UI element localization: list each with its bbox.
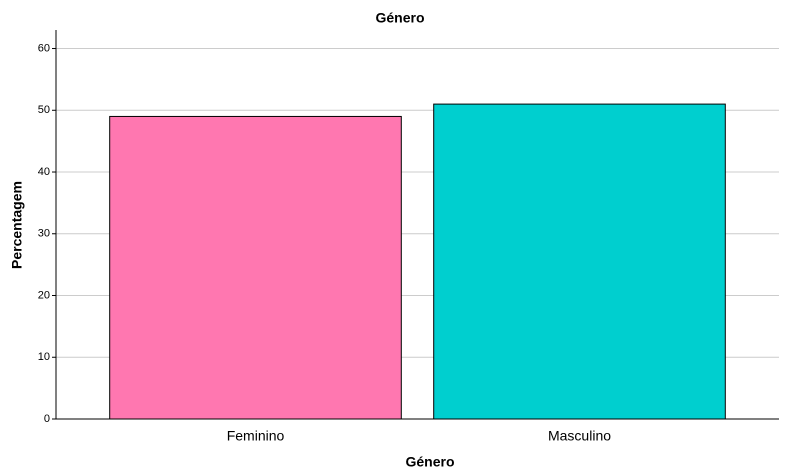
y-tick-label: 10 [38,351,50,363]
y-tick-label: 30 [38,228,50,240]
x-tick-label: Masculino [548,428,611,444]
y-tick-label: 0 [44,413,50,425]
bar [433,103,726,420]
y-tick-label: 20 [38,289,50,301]
chart-title: Género [375,10,424,26]
y-axis-label: Percentagem [9,181,25,269]
y-tick-label: 60 [38,42,50,54]
x-axis-label: Género [405,454,454,470]
bar [109,115,402,420]
y-tick-label: 50 [38,104,50,116]
x-tick-label: Feminino [227,428,285,444]
y-tick-label: 40 [38,166,50,178]
